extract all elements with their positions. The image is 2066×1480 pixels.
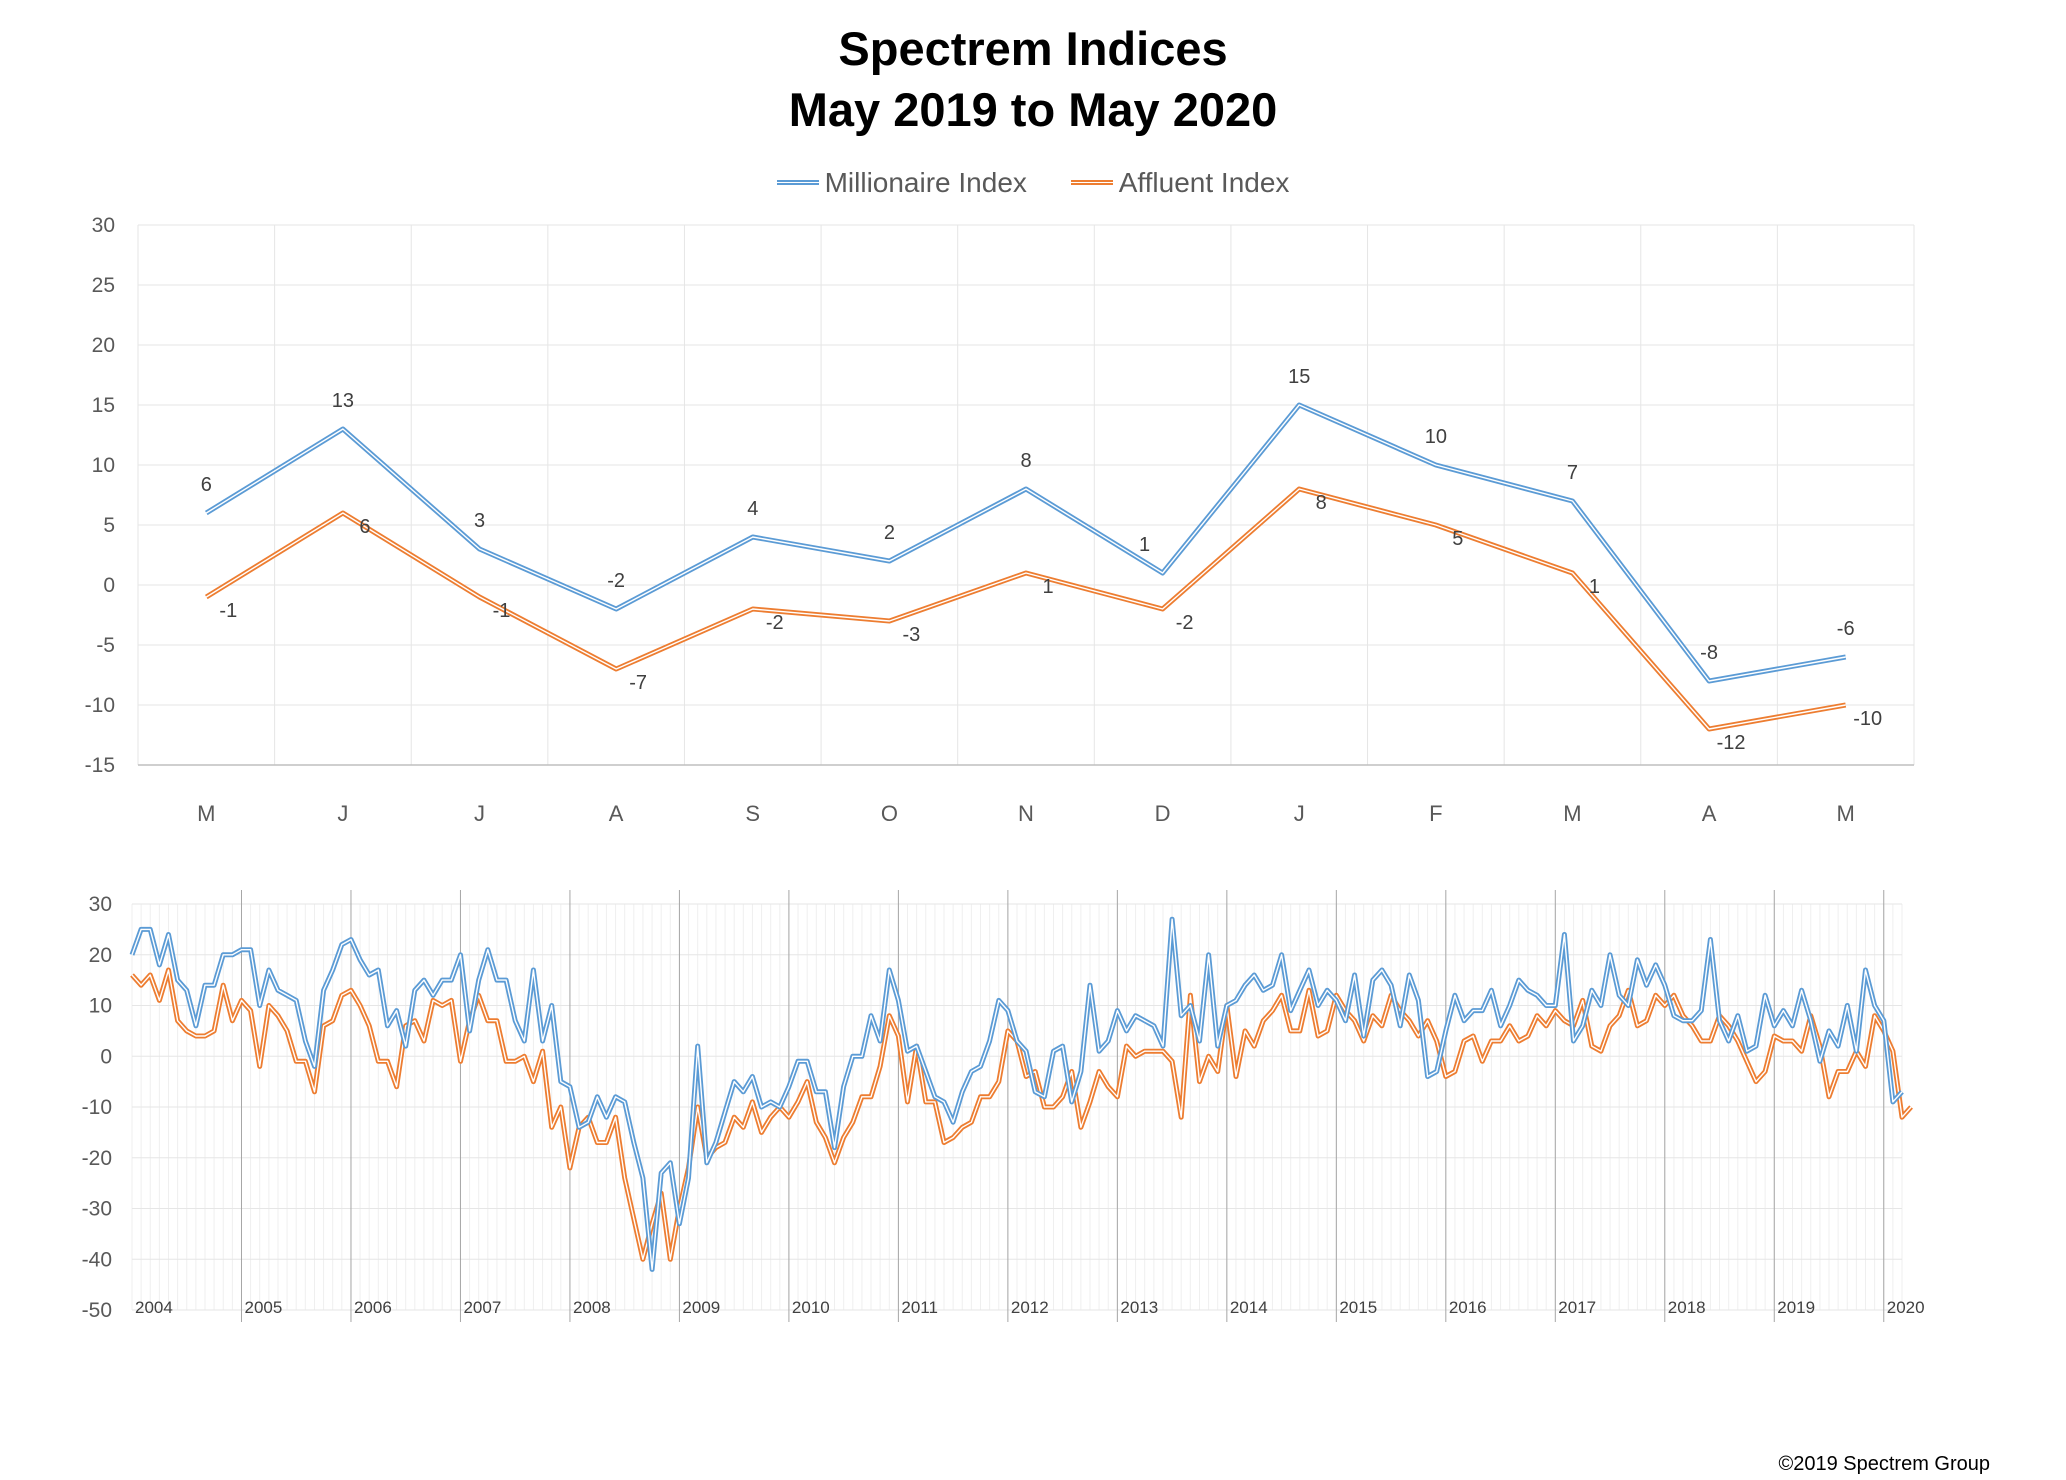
- legend-item-millionaire: Millionaire Index: [776, 166, 1027, 199]
- data-label-affluent: -1: [219, 600, 237, 622]
- data-label-affluent: 1: [1042, 576, 1053, 598]
- x-tick-label: S: [745, 801, 760, 826]
- y-tick-label: -10: [85, 694, 115, 717]
- data-label-millionaire: 13: [332, 390, 354, 412]
- y-tick-label: -10: [82, 1096, 112, 1119]
- legend-item-affluent: Affluent Index: [1070, 166, 1290, 199]
- legend-swatch-affluent: [1070, 180, 1113, 185]
- x-tick-label: M: [197, 801, 215, 826]
- y-tick-label: -5: [96, 634, 115, 657]
- x-year-label: 2018: [1668, 1298, 1706, 1317]
- y-tick-label: -30: [82, 1198, 112, 1221]
- chart-title-line-1: Spectrem Indices: [838, 22, 1228, 75]
- series-line-millionaire: [204, 402, 1847, 684]
- y-tick-label: 20: [92, 334, 115, 357]
- data-label-millionaire: 7: [1567, 462, 1578, 484]
- x-tick-label: J: [474, 801, 485, 826]
- x-year-label: 2017: [1558, 1298, 1596, 1317]
- data-label-affluent: -3: [902, 624, 920, 646]
- x-tick-label: J: [337, 801, 348, 826]
- series-line-millionaire-inner: [205, 404, 1846, 682]
- series-line-affluent-history: [130, 967, 1913, 1262]
- data-label-millionaire: 3: [474, 510, 485, 532]
- x-tick-label: J: [1294, 801, 1305, 826]
- data-label-affluent: -12: [1717, 732, 1746, 754]
- y-tick-label: 30: [89, 893, 112, 916]
- data-label-affluent: -2: [1176, 612, 1194, 634]
- chart-title-line-2: May 2019 to May 2020: [788, 83, 1278, 136]
- x-year-label: 2008: [573, 1298, 611, 1317]
- x-year-label: 2010: [792, 1298, 830, 1317]
- data-label-affluent: 5: [1452, 528, 1463, 550]
- data-label-millionaire: 8: [1020, 450, 1031, 472]
- data-label-millionaire: -6: [1837, 618, 1855, 640]
- data-label-affluent: -7: [629, 672, 647, 694]
- data-label-millionaire: -8: [1700, 642, 1718, 664]
- legend: Millionaire Index Affluent Index: [0, 160, 2066, 199]
- x-tick-label: F: [1429, 801, 1442, 826]
- series-line-millionaire-outer: [204, 402, 1847, 684]
- legend-swatch-millionaire: [776, 180, 819, 185]
- y-tick-label: -50: [82, 1299, 112, 1322]
- series-line-affluent-history-inner: [131, 969, 1912, 1260]
- y-tick-label: 0: [103, 574, 115, 597]
- y-tick-label: 5: [103, 514, 115, 537]
- x-year-label: 2007: [463, 1298, 501, 1317]
- data-label-millionaire: -2: [607, 570, 625, 592]
- data-label-millionaire: 1: [1139, 534, 1150, 556]
- x-tick-label: M: [1837, 801, 1855, 826]
- x-year-label: 2020: [1887, 1298, 1925, 1317]
- y-tick-label: 30: [92, 214, 115, 237]
- y-tick-label: 10: [92, 454, 115, 477]
- x-year-label: 2006: [354, 1298, 392, 1317]
- data-label-affluent: 6: [359, 516, 370, 538]
- y-tick-label: -20: [82, 1147, 112, 1170]
- data-label-affluent: -10: [1853, 708, 1882, 730]
- x-tick-label: D: [1155, 801, 1171, 826]
- y-tick-label: 10: [89, 995, 112, 1018]
- data-label-affluent: -2: [766, 612, 784, 634]
- legend-label-affluent: Affluent Index: [1118, 166, 1290, 198]
- x-year-label: 2012: [1011, 1298, 1049, 1317]
- data-label-affluent: -1: [493, 600, 511, 622]
- y-tick-label: 25: [92, 274, 115, 297]
- x-year-label: 2009: [682, 1298, 720, 1317]
- x-year-label: 2011: [901, 1298, 938, 1317]
- data-label-millionaire: 2: [884, 522, 895, 544]
- x-year-label: 2014: [1230, 1298, 1268, 1317]
- x-tick-label: A: [1702, 801, 1717, 826]
- data-label-affluent: 1: [1589, 576, 1600, 598]
- x-year-label: 2004: [135, 1298, 173, 1317]
- series-line-millionaire-history: [129, 916, 1904, 1272]
- x-year-label: 2016: [1449, 1298, 1487, 1317]
- chart-title: Spectrem Indices May 2019 to May 2020: [0, 18, 2066, 140]
- x-year-label: 2015: [1339, 1298, 1377, 1317]
- x-year-label: 2013: [1120, 1298, 1158, 1317]
- x-year-label: 2005: [244, 1298, 282, 1317]
- data-label-affluent: 8: [1316, 492, 1327, 514]
- series-line-affluent: [204, 486, 1847, 732]
- series-line-millionaire-history-inner: [131, 918, 1903, 1271]
- y-tick-label: -40: [82, 1248, 112, 1271]
- y-tick-label: 20: [89, 944, 112, 967]
- data-label-millionaire: 6: [201, 474, 212, 496]
- data-label-millionaire: 4: [747, 498, 758, 520]
- copyright-text: ©2019 Spectrem Group: [1778, 1453, 1990, 1475]
- series-line-affluent-inner: [205, 488, 1846, 730]
- x-tick-label: O: [881, 801, 898, 826]
- y-tick-label: 15: [92, 394, 115, 417]
- x-tick-label: M: [1563, 801, 1581, 826]
- data-label-millionaire: 10: [1425, 426, 1447, 448]
- x-year-label: 2019: [1777, 1298, 1815, 1317]
- legend-label-millionaire: Millionaire Index: [824, 166, 1027, 198]
- y-tick-label: 0: [100, 1045, 112, 1068]
- x-tick-label: N: [1018, 801, 1034, 826]
- x-tick-label: A: [609, 801, 624, 826]
- data-label-millionaire: 15: [1288, 366, 1310, 388]
- y-tick-label: -15: [85, 754, 115, 777]
